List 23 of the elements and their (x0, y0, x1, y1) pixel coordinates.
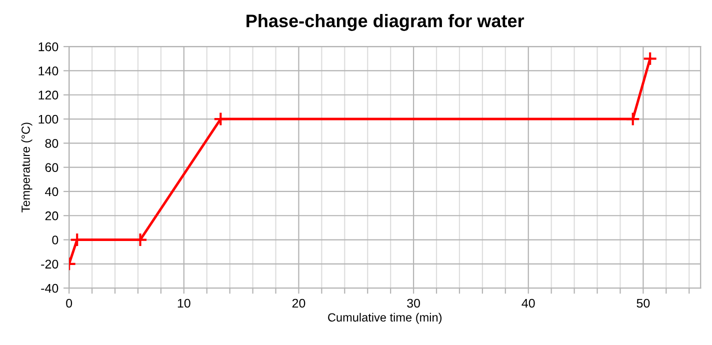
y-tick-label: 160 (38, 42, 58, 52)
x-tick-label: 30 (407, 298, 420, 308)
y-tick-label: 60 (45, 163, 58, 172)
y-tick-label: 80 (45, 138, 58, 148)
chart-title: Phase-change diagram for water (246, 14, 524, 31)
y-tick-label: -20 (41, 260, 58, 269)
y-tick-label: 140 (38, 66, 58, 76)
y-tick-label: 40 (45, 187, 58, 196)
y-tick-label: 20 (45, 211, 58, 220)
y-tick-label: -40 (41, 284, 58, 293)
point (642, 51, 658, 66)
x-tick-label: 40 (522, 298, 535, 308)
y-tick-label: 120 (38, 90, 58, 100)
point (626, 112, 640, 126)
x-tick-label: 20 (292, 298, 306, 308)
x-tick-label: 10 (178, 298, 190, 308)
y-tick-label: 100 (38, 114, 58, 124)
y-tick-label: 0 (52, 236, 58, 244)
x-tick-label: 50 (636, 298, 650, 308)
x-axis-title: Cumulative time (min) (328, 312, 442, 324)
y-axis-title: Temperature (°C) (21, 122, 32, 212)
point (213, 112, 228, 126)
x-tick-label: 0 (66, 298, 72, 308)
